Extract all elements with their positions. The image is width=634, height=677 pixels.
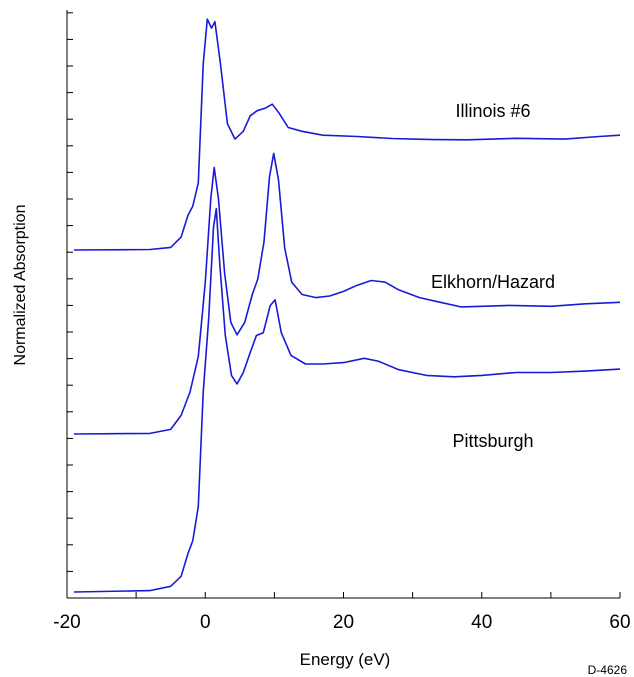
figure-id: D-4626 [588, 663, 628, 677]
x-tick-label: 20 [333, 612, 354, 633]
x-tick-label: -20 [53, 612, 80, 633]
series-line-1 [73, 18, 621, 251]
series-label-3: Pittsburgh [452, 431, 533, 451]
x-tick-labels: -20 0 20 40 60 [53, 612, 630, 633]
x-tick-label: 60 [609, 612, 630, 633]
x-tick-label: 0 [200, 612, 211, 633]
series-lines [73, 18, 621, 593]
series-label-2: Elkhorn/Hazard [431, 272, 555, 292]
series-labels: Illinois #6 Elkhorn/Hazard Pittsburgh [431, 101, 555, 451]
x-axis-label: Energy (eV) [300, 650, 391, 669]
series-line-2 [73, 152, 621, 435]
y-axis-label: Normalized Absorption [12, 205, 29, 366]
x-tick-label: 40 [471, 612, 492, 633]
series-label-1: Illinois #6 [455, 101, 530, 121]
series-line-3 [73, 207, 621, 593]
